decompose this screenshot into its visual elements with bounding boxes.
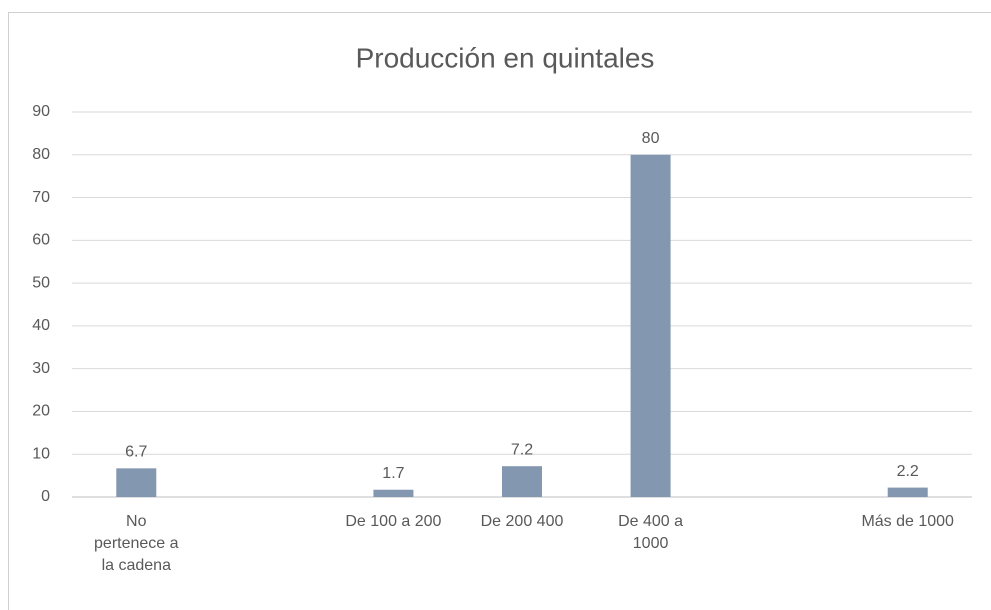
data-label: 80 xyxy=(642,130,660,147)
data-label: 6.7 xyxy=(125,444,147,461)
y-tick-label: 60 xyxy=(32,232,50,249)
y-tick-label: 70 xyxy=(32,189,50,206)
bar xyxy=(502,466,542,497)
chart-border xyxy=(8,12,991,610)
bar xyxy=(887,487,928,497)
y-tick-label: 40 xyxy=(32,317,50,334)
bar xyxy=(373,489,414,497)
y-tick-label: 10 xyxy=(32,445,50,462)
chart-title: Producción en quintales xyxy=(356,42,655,73)
bar xyxy=(630,154,671,497)
x-tick-label: De 400 a 1000 xyxy=(618,513,684,552)
x-tick-label: De 100 a 200 xyxy=(345,513,442,530)
data-label: 7.2 xyxy=(511,441,533,458)
y-tick-label: 80 xyxy=(32,146,50,163)
bar xyxy=(116,468,157,497)
data-label: 2.2 xyxy=(897,463,919,480)
y-tick-label: 90 xyxy=(32,103,50,120)
y-tick-label: 30 xyxy=(32,360,50,377)
x-tick-label: De 200 400 xyxy=(480,513,564,530)
y-tick-label: 0 xyxy=(41,488,50,505)
x-tick-label: Más de 1000 xyxy=(861,513,954,530)
y-tick-label: 20 xyxy=(32,403,50,420)
data-label: 1.7 xyxy=(382,465,404,482)
x-tick-label: No pertenece a la cadena xyxy=(94,513,179,574)
y-tick-label: 50 xyxy=(32,274,50,291)
